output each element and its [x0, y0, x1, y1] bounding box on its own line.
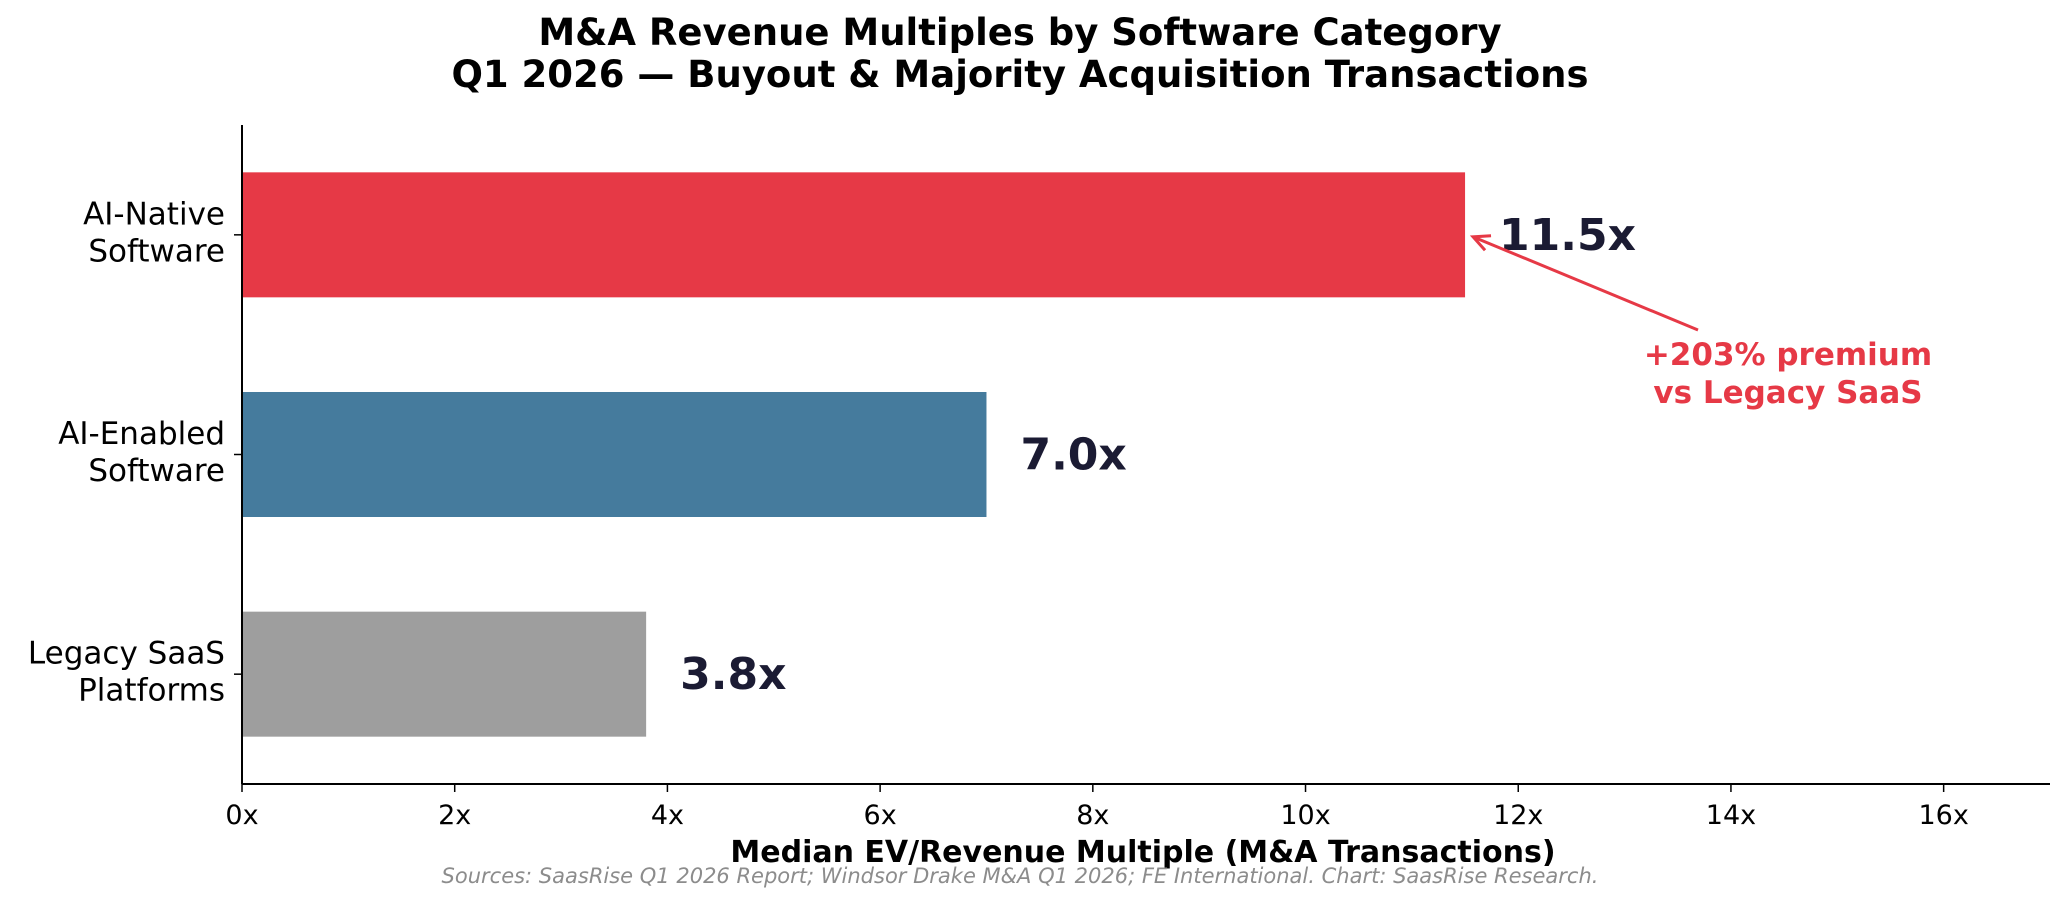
value-label-0: 11.5x — [1499, 210, 1636, 261]
x-tick-label-4: 4x — [651, 800, 684, 831]
x-tick-label-14: 14x — [1706, 800, 1756, 831]
chart-title-line-1: M&A Revenue Multiples by Software Catego… — [538, 11, 1501, 54]
x-tick-label-6: 6x — [864, 800, 897, 831]
x-tick-label-12: 12x — [1493, 800, 1543, 831]
x-tick-label-2: 2x — [438, 800, 471, 831]
x-axis-label: Median EV/Revenue Multiple (M&A Transact… — [730, 835, 1555, 870]
value-label-2: 3.8x — [680, 649, 786, 700]
bar-1 — [242, 392, 987, 517]
category-label-2-1: Platforms — [78, 673, 225, 709]
category-label-0-1: Software — [88, 233, 225, 269]
source-note: Sources: SaasRise Q1 2026 Report; Windso… — [442, 864, 1599, 888]
value-label-1: 7.0x — [1020, 430, 1126, 481]
category-label-2-0: Legacy SaaS — [28, 636, 225, 672]
x-tick-label-8: 8x — [1076, 800, 1109, 831]
x-tick-label-16: 16x — [1918, 800, 1968, 831]
category-label-0-0: AI-Native — [83, 196, 225, 232]
category-label-1-0: AI-Enabled — [58, 416, 225, 452]
annotation-text-1: vs Legacy SaaS — [1653, 375, 1922, 411]
x-tick-label-10: 10x — [1280, 800, 1330, 831]
x-tick-label-0: 0x — [225, 800, 258, 831]
plot-area: 11.5xAI-NativeSoftware7.0xAI-EnabledSoft… — [28, 125, 2050, 831]
category-label-1-1: Software — [88, 453, 225, 489]
bar-0 — [242, 172, 1466, 298]
bar-2 — [242, 611, 647, 737]
chart-title-line-2: Q1 2026 — Buyout & Majority Acquisition … — [451, 53, 1588, 96]
annotation-arrow — [1472, 235, 1699, 332]
annotation-text-0: +203% premium — [1644, 337, 1932, 373]
annotation-arrowhead — [1469, 234, 1492, 252]
